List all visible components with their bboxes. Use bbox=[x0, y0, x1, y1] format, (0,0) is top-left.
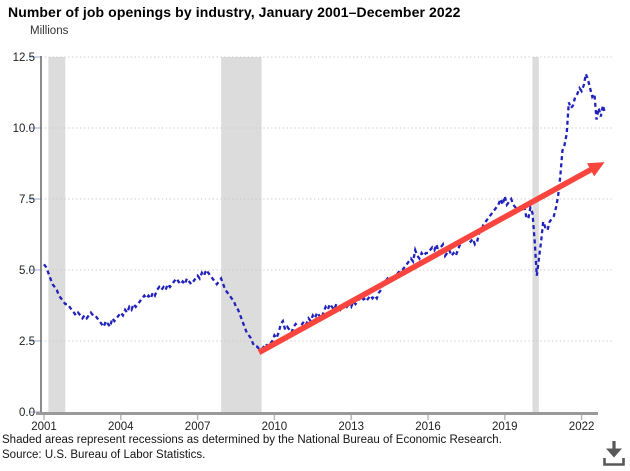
footnote: Shaded areas represent recessions as det… bbox=[2, 433, 502, 462]
download-button[interactable] bbox=[600, 437, 627, 468]
x-axis-tick-label: 2004 bbox=[108, 421, 134, 433]
y-axis-unit-label: Millions bbox=[30, 25, 69, 37]
x-axis-tick-label: 2001 bbox=[31, 421, 57, 433]
x-axis-tick-label: 2010 bbox=[262, 421, 288, 433]
y-axis-tick-label: 7.5 bbox=[19, 194, 35, 206]
y-axis-labels: 0.0 2.5 5.0 7.5 10.0 12.5 bbox=[13, 52, 35, 419]
job-openings-line bbox=[43, 69, 607, 351]
y-axis-tick-label: 2.5 bbox=[19, 336, 35, 348]
x-axis-tick-label: 2016 bbox=[415, 421, 441, 433]
footnote-source: Source: U.S. Bureau of Labor Statistics. bbox=[2, 448, 206, 461]
trend-arrow bbox=[257, 162, 605, 355]
y-axis-tick-label: 5.0 bbox=[19, 265, 35, 277]
x-axis-tick-label: 2019 bbox=[492, 421, 518, 433]
y-axis-tick-label: 10.0 bbox=[13, 123, 35, 135]
x-axis-tick-label: 2007 bbox=[185, 421, 211, 433]
x-axis-tick-label: 2022 bbox=[569, 421, 595, 433]
recession-bands bbox=[48, 57, 539, 412]
y-axis-ticks bbox=[29, 56, 41, 413]
x-axis-ticks bbox=[43, 415, 583, 420]
chart-title: Number of job openings by industry, Janu… bbox=[8, 4, 461, 20]
x-axis-labels: 2001 2004 2007 2010 2013 2016 2019 2022 bbox=[31, 421, 594, 433]
y-axis-tick-label: 12.5 bbox=[13, 52, 35, 64]
footnote-recessions: Shaded areas represent recessions as det… bbox=[2, 434, 502, 446]
axes bbox=[36, 56, 598, 415]
gridlines bbox=[41, 56, 612, 342]
y-axis-tick-label: 0.0 bbox=[19, 407, 35, 419]
x-axis-tick-label: 2013 bbox=[338, 421, 364, 433]
download-icon bbox=[602, 440, 625, 466]
